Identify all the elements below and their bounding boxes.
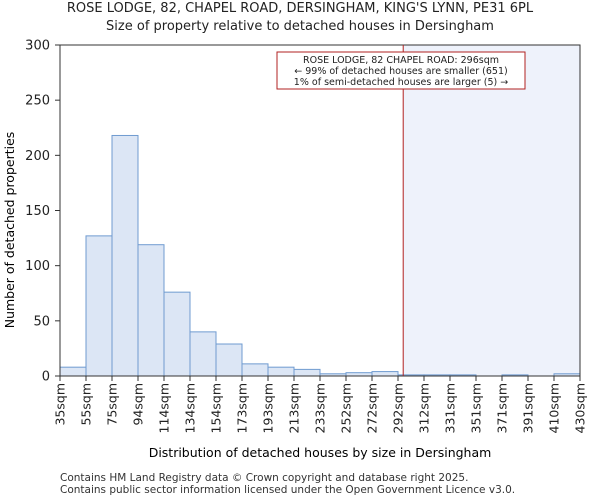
y-axis-label: Number of detached properties	[2, 132, 17, 329]
x-tick-label: 213sqm	[287, 383, 302, 433]
y-tick-label: 0	[42, 370, 50, 385]
x-tick-label: 410sqm	[547, 383, 562, 433]
x-tick-label: 272sqm	[365, 383, 380, 433]
histogram-bar	[137, 244, 165, 377]
x-tick-label: 134sqm	[183, 383, 198, 433]
histogram-bar	[293, 368, 321, 377]
highlight-region-layer	[403, 45, 580, 376]
x-axis-label: Distribution of detached houses by size …	[149, 445, 492, 460]
chart-subtitle: Size of property relative to detached ho…	[106, 19, 494, 34]
x-tick-label: 331sqm	[443, 383, 458, 433]
highlight-region	[403, 45, 580, 376]
x-tick-label: 252sqm	[339, 383, 354, 433]
y-tick-label: 150	[25, 204, 50, 219]
y-tick-label: 300	[25, 39, 50, 54]
chart-title: ROSE LODGE, 82, CHAPEL ROAD, DERSINGHAM,…	[66, 1, 534, 16]
y-tick-label: 50	[33, 314, 50, 329]
annotation-text-line: ROSE LODGE, 82 CHAPEL ROAD: 296sqm	[303, 55, 499, 66]
x-tick-label: 371sqm	[495, 383, 510, 433]
histogram-bar	[267, 366, 295, 377]
annotation-box	[276, 51, 526, 90]
bars-layer	[59, 134, 581, 377]
x-tick-label: 312sqm	[417, 383, 432, 433]
annotation-layer: ROSE LODGE, 82 CHAPEL ROAD: 296sqm← 99% …	[276, 51, 526, 90]
histogram-bar	[163, 291, 191, 377]
histogram-bar	[241, 363, 269, 377]
histogram-bar	[371, 371, 399, 377]
x-tick-label: 94sqm	[131, 383, 146, 426]
axes-layer: 0 50 100 150 200 250 300 35sqm 55sqm 75sqm 94sqm 11…	[25, 39, 587, 434]
x-tick-label: 233sqm	[313, 383, 328, 433]
histogram-bar	[215, 343, 243, 377]
y-tick-label: 100	[25, 259, 50, 274]
x-tick-label: 351sqm	[469, 383, 484, 433]
x-tick-label: 391sqm	[521, 383, 536, 433]
y-tick-label: 250	[25, 94, 50, 109]
x-tick-label: 173sqm	[235, 383, 250, 433]
x-tick-label: 114sqm	[157, 383, 172, 433]
x-tick-label: 154sqm	[209, 383, 224, 433]
histogram-bar	[59, 366, 87, 377]
histogram-bar	[85, 235, 113, 377]
attribution-line-2: Contains public sector information licen…	[60, 484, 516, 496]
x-tick-label: 55sqm	[79, 383, 94, 426]
x-tick-label: 292sqm	[391, 383, 406, 433]
x-tick-label: 430sqm	[573, 383, 588, 433]
annotation-text-line: 1% of semi-detached houses are larger (5…	[294, 77, 508, 88]
x-tick-label: 193sqm	[261, 383, 276, 433]
x-tick-label: 75sqm	[105, 383, 120, 426]
annotation-text-line: ← 99% of detached houses are smaller (65…	[294, 66, 507, 77]
y-tick-label: 200	[25, 149, 50, 164]
attribution-line-1: Contains HM Land Registry data © Crown c…	[60, 472, 469, 484]
histogram-bar	[189, 331, 217, 377]
histogram-bar	[111, 134, 139, 377]
x-tick-label: 35sqm	[53, 383, 68, 426]
